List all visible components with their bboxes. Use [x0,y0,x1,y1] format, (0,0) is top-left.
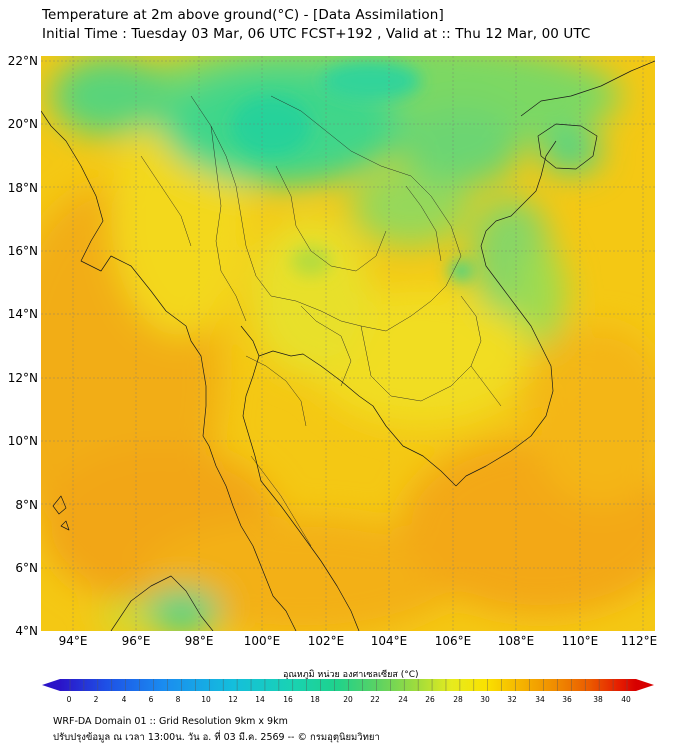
lon-label-100: 100°E [243,634,281,648]
map-title: Temperature at 2m above ground(°C) - [Da… [42,7,444,23]
map-subtitle: Initial Time : Tuesday 03 Mar, 06 UTC FC… [42,26,591,42]
colorbar-tick-8: 8 [175,695,181,704]
lat-label-20: 20°N [7,117,38,131]
colorbar-tick-28: 28 [453,695,463,704]
temperature-field [41,56,655,631]
colorbar-max-extend [636,679,654,691]
lat-label-12: 12°N [7,371,38,385]
update-info: ปรับปรุงข้อมูล ณ เวลา 13:00น. วัน อ. ที่… [53,732,380,743]
colorbar-tick-16: 16 [283,695,293,704]
lat-label-18: 18°N [7,181,38,195]
lat-label-8: 8°N [15,498,38,512]
colorbar-gradient [60,679,636,691]
lat-label-16: 16°N [7,244,38,258]
lat-label-22: 22°N [7,54,38,68]
colorbar-tick-14: 14 [255,695,265,704]
colorbar-tick-34: 34 [535,695,545,704]
model-info: WRF-DA Domain 01 :: Grid Resolution 9km … [53,716,288,727]
colorbar-tick-10: 10 [201,695,211,704]
admin-boundaries [140,95,502,547]
colorbar-tick-40: 40 [621,695,631,704]
coastlines [41,60,655,631]
colorbar-tick-36: 36 [562,695,572,704]
temperature-shading [41,56,655,631]
colorbar-tick-18: 18 [310,695,320,704]
lon-label-106: 106°E [434,634,472,648]
lon-label-98: 98°E [184,634,214,648]
lat-label-4: 4°N [15,624,38,638]
lon-label-110: 110°E [561,634,599,648]
colorbar-tick-30: 30 [480,695,490,704]
temperature-map [41,56,655,631]
colorbar [42,679,654,691]
colorbar-tick-6: 6 [148,695,154,704]
colorbar-tick-12: 12 [228,695,238,704]
lon-label-104: 104°E [370,634,408,648]
lat-label-14: 14°N [7,307,38,321]
colorbar-tick-2: 2 [93,695,99,704]
colorbar-tick-32: 32 [507,695,517,704]
cool-pockets [231,61,473,281]
lon-label-94: 94°E [58,634,88,648]
colorbar-tick-22: 22 [370,695,380,704]
colorbar-title: อุณหภูมิ หน่วย องศาเซลเซียส (°C) [283,670,419,680]
lon-label-102: 102°E [307,634,345,648]
colorbar-tick-20: 20 [343,695,353,704]
colorbar-tick-0: 0 [66,695,72,704]
colorbar-tick-38: 38 [593,695,603,704]
lat-label-6: 6°N [15,561,38,575]
colorbar-min-extend [42,679,60,691]
lon-label-108: 108°E [497,634,535,648]
lat-label-10: 10°N [7,434,38,448]
lon-label-112: 112°E [620,634,658,648]
colorbar-tick-4: 4 [121,695,127,704]
colorbar-tick-24: 24 [398,695,408,704]
lon-label-96: 96°E [121,634,151,648]
colorbar-tick-26: 26 [425,695,435,704]
